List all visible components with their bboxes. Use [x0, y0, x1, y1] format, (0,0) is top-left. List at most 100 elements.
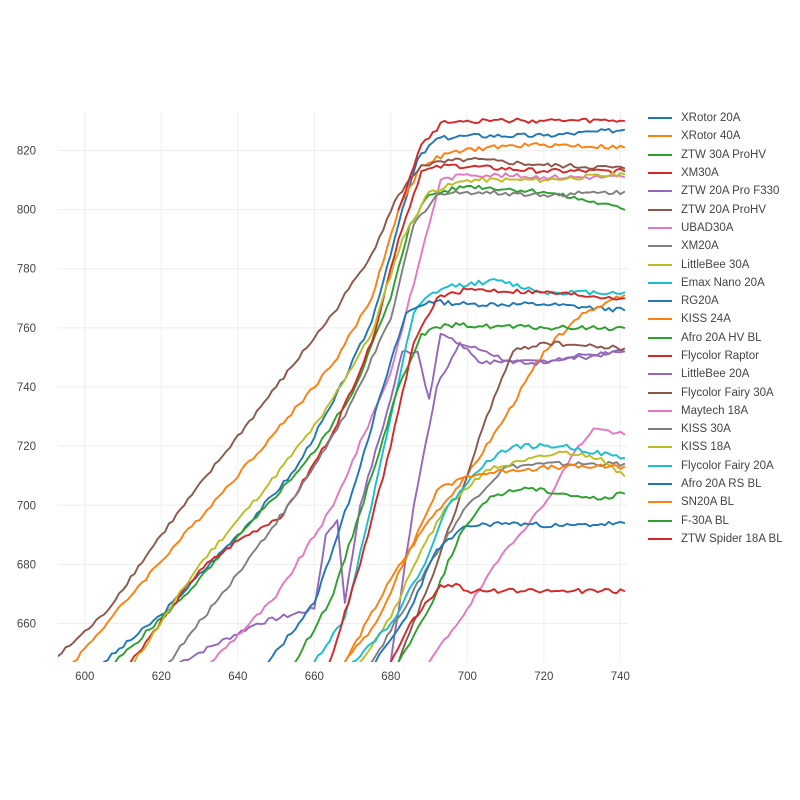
series-line-13: [328, 287, 626, 662]
legend-swatch: [648, 519, 672, 522]
legend-label: Flycolor Fairy 20A: [681, 459, 774, 472]
series-line-24: [397, 117, 626, 211]
legend-swatch: [648, 373, 672, 376]
legend-item[interactable]: XRotor 20A: [648, 109, 783, 127]
series-line-12: [294, 322, 626, 662]
legend-swatch: [648, 226, 672, 229]
series-line-11: [343, 294, 626, 662]
series-line-5: [58, 156, 626, 658]
legend-label: XM30A: [681, 167, 719, 180]
legend-label: ZTW 20A ProHV: [681, 203, 766, 216]
legend-swatch: [648, 537, 672, 540]
legend-label: Afro 20A RS BL: [681, 478, 762, 491]
legend-swatch: [648, 263, 672, 266]
legend-swatch: [648, 409, 672, 412]
series-lines: [58, 117, 626, 662]
legend-label: UBAD30A: [681, 221, 734, 234]
legend-item[interactable]: ZTW 20A Pro F330: [648, 182, 783, 200]
legend-label: Emax Nano 20A: [681, 276, 765, 289]
series-line-21: [343, 463, 626, 662]
series-line-8: [133, 171, 626, 662]
y-tick-label: 780: [17, 264, 36, 276]
y-tick-label: 720: [17, 441, 36, 453]
legend-swatch: [648, 391, 672, 394]
series-line-7: [167, 189, 626, 662]
x-tick-label: 680: [381, 671, 400, 683]
legend-swatch: [648, 172, 672, 175]
legend-item[interactable]: SN20A BL: [648, 493, 783, 511]
legend-label: SN20A BL: [681, 496, 735, 509]
series-line-0: [102, 127, 626, 662]
series-line-20: [374, 520, 626, 662]
legend-item[interactable]: KISS 30A: [648, 420, 783, 438]
legend-label: F-30A BL: [681, 514, 729, 527]
legend-item[interactable]: Emax Nano 20A: [648, 274, 783, 292]
legend-label: KISS 30A: [681, 423, 731, 436]
legend-item[interactable]: Flycolor Raptor: [648, 347, 783, 365]
legend-label: Flycolor Raptor: [681, 350, 759, 362]
legend-item[interactable]: Flycolor Fairy 20A: [648, 457, 783, 475]
y-axis-ticks: 660 680 700 720 740 760 780 800 820: [17, 145, 36, 630]
legend-item[interactable]: XM30A: [648, 164, 783, 182]
legend-swatch: [648, 483, 672, 486]
legend-swatch: [648, 464, 672, 467]
legend-item[interactable]: UBAD30A: [648, 219, 783, 237]
legend-item[interactable]: RG20A: [648, 292, 783, 310]
legend-label: ZTW 20A Pro F330: [681, 185, 780, 198]
legend-label: XRotor 20A: [681, 112, 741, 125]
y-tick-label: 820: [17, 145, 36, 157]
y-tick-label: 760: [17, 323, 36, 335]
legend-item[interactable]: Maytech 18A: [648, 402, 783, 420]
legend-item[interactable]: Afro 20A RS BL: [648, 475, 783, 493]
legend-item[interactable]: Flycolor Fairy 30A: [648, 383, 783, 401]
x-tick-label: 700: [458, 671, 477, 683]
legend-label: RG20A: [681, 295, 719, 308]
legend-item[interactable]: KISS 24A: [648, 310, 783, 328]
series-line-16: [428, 427, 626, 662]
legend-swatch: [648, 117, 672, 120]
y-tick-label: 800: [17, 205, 36, 217]
legend-swatch: [648, 318, 672, 321]
legend-item[interactable]: LittleBee 30A: [648, 255, 783, 273]
legend-swatch: [648, 446, 672, 449]
legend-swatch: [648, 135, 672, 138]
legend-label: Maytech 18A: [681, 404, 749, 417]
series-line-6: [210, 172, 626, 662]
legend-swatch: [648, 281, 672, 284]
legend-item[interactable]: ZTW 30A ProHV: [648, 146, 783, 164]
legend-item[interactable]: LittleBee 20A: [648, 365, 783, 383]
y-tick-label: 680: [17, 559, 36, 571]
legend-item[interactable]: F-30A BL: [648, 512, 783, 530]
series-line-9: [313, 278, 626, 662]
legend-item[interactable]: KISS 18A: [648, 438, 783, 456]
series-line-14: [389, 341, 626, 662]
series-line-23: [389, 582, 626, 662]
legend-swatch: [648, 208, 672, 211]
legend-swatch: [648, 336, 672, 339]
legend-label: ZTW Spider 18A BL: [681, 532, 783, 545]
legend-item[interactable]: ZTW 20A ProHV: [648, 200, 783, 218]
series-line-22: [397, 486, 626, 662]
legend-item[interactable]: XM20A: [648, 237, 783, 255]
legend-label: XRotor 40A: [681, 130, 741, 143]
legend-item[interactable]: XRotor 40A: [648, 127, 783, 145]
x-tick-label: 740: [611, 671, 630, 683]
legend-label: LittleBee 20A: [681, 368, 750, 381]
legend-swatch: [648, 501, 672, 504]
y-tick-label: 660: [17, 619, 36, 631]
y-tick-label: 700: [17, 500, 36, 512]
x-tick-label: 620: [152, 671, 171, 683]
x-tick-label: 640: [228, 671, 247, 683]
x-tick-label: 600: [75, 671, 94, 683]
legend-label: KISS 24A: [681, 313, 731, 326]
legend-item[interactable]: Afro 20A HV BL: [648, 329, 783, 347]
legend-item[interactable]: ZTW Spider 18A BL: [648, 530, 783, 548]
legend-swatch: [648, 153, 672, 156]
legend-label: LittleBee 30A: [681, 258, 750, 271]
legend: XRotor 20A XRotor 40A ZTW 30A ProHV XM30A ZT…: [648, 109, 783, 548]
series-line-1: [72, 142, 626, 662]
series-line-18: [359, 450, 626, 662]
legend-label: Flycolor Fairy 30A: [681, 386, 774, 399]
series-line-2: [114, 184, 626, 662]
